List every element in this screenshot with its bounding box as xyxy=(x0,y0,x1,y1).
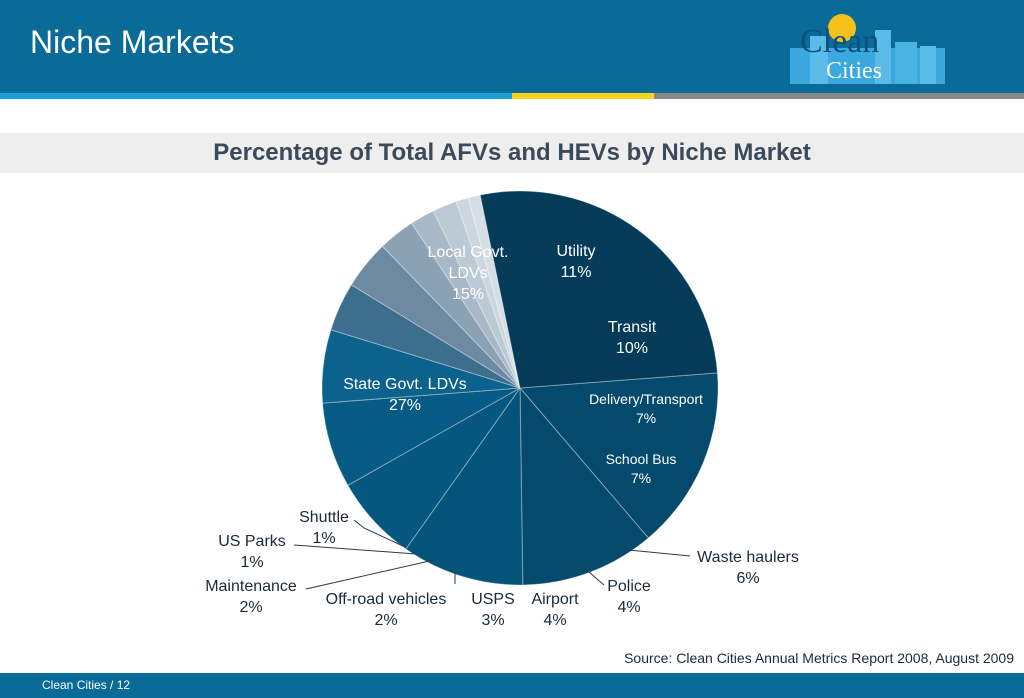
pie-slice-usps xyxy=(381,222,521,389)
slice-label-line: 27% xyxy=(389,397,421,414)
slice-label-shuttle: Shuttle 1% xyxy=(299,509,349,547)
slice-label-line: 4% xyxy=(543,612,566,629)
pie-slice-state-govt-ldvs xyxy=(479,190,718,389)
slice-label-line: 11% xyxy=(561,264,592,281)
slice-label-utility: Utility 11% xyxy=(556,243,595,281)
slice-label-airport: Airport 4% xyxy=(531,591,579,629)
slice-label-state-govt-ldvs: State Govt. LDVs 27% xyxy=(343,376,467,414)
slice-label-line: 15% xyxy=(452,286,484,303)
slice-label-police: Police 4% xyxy=(607,578,651,616)
slice-label-school-bus: School Bus 7% xyxy=(606,451,677,486)
slice-label-line: 6% xyxy=(736,570,759,587)
pie-slice-maintenance xyxy=(432,200,521,389)
leader-line-maintenance xyxy=(305,559,435,590)
slice-label-line: 7% xyxy=(631,470,651,486)
pie-slice-off-road-vehicles xyxy=(410,210,521,389)
source-note: Source: Clean Cities Annual Metrics Repo… xyxy=(624,650,1014,666)
slice-label-maintenance: Maintenance 2% xyxy=(205,578,297,616)
logo-word-clean: Clean xyxy=(800,23,879,60)
slice-label-line: 2% xyxy=(239,599,262,616)
logo-word-cities: Cities xyxy=(826,58,882,84)
header-stripe-gray xyxy=(654,93,1024,99)
leader-line-us-parks xyxy=(293,544,417,555)
page-title: Niche Markets xyxy=(30,24,235,60)
slice-label-line: Off-road vehicles xyxy=(326,591,447,608)
slice-label-line: 3% xyxy=(481,612,504,629)
slice-label-line: Utility xyxy=(556,243,595,260)
slice-label-line: Airport xyxy=(531,591,579,608)
slice-label-line: Shuttle xyxy=(299,509,349,526)
slice-label-line: US Parks xyxy=(218,533,286,550)
slice-label-line: 4% xyxy=(617,599,640,616)
pie-slice-us-parks xyxy=(455,197,521,389)
leader-line-shuttle xyxy=(353,519,406,548)
slice-label-us-parks: US Parks 1% xyxy=(218,533,286,571)
pie-slice-school-bus xyxy=(322,387,521,486)
pie-slice-local-govt-ldvs xyxy=(518,372,719,539)
header-stripe-yellow xyxy=(512,93,654,99)
pie-slice-police xyxy=(330,284,521,389)
slice-label-waste-haulers: Waste haulers 6% xyxy=(697,549,799,587)
slice-label-line: School Bus xyxy=(606,451,677,467)
header-bar: Niche Markets xyxy=(0,0,1024,93)
slice-label-line: Local Govt. xyxy=(428,244,509,261)
leader-line-waste-haulers xyxy=(627,549,691,557)
slice-label-line: Delivery/Transport xyxy=(589,391,703,407)
slice-label-line: USPS xyxy=(471,591,515,608)
slice-label-line: State Govt. LDVs xyxy=(343,376,467,393)
header-stripe-blue xyxy=(0,93,512,99)
slice-label-line: 7% xyxy=(636,410,656,426)
pie-slice-shuttle xyxy=(467,194,521,389)
slice-label-usps: USPS 3% xyxy=(471,591,515,629)
slice-label-delivery-transport: Delivery/Transport 7% xyxy=(589,391,703,426)
pie-slice-airport xyxy=(350,245,521,389)
slice-label-off-road-vehicles: Off-road vehicles 2% xyxy=(326,591,447,629)
chart-title-bar: Percentage of Total AFVs and HEVs by Nic… xyxy=(0,133,1024,173)
slice-label-line: 1% xyxy=(240,554,263,571)
slice-label-local-govt-ldvs: Local Govt. LDVs 15% xyxy=(428,244,509,303)
slice-label-line: Transit xyxy=(608,319,657,336)
pie-slice-delivery-transport xyxy=(347,387,521,550)
chart-title: Percentage of Total AFVs and HEVs by Nic… xyxy=(213,139,811,166)
leader-line-police xyxy=(581,565,605,586)
slice-label-line: 2% xyxy=(374,612,397,629)
slice-label-line: 1% xyxy=(312,530,335,547)
slice-label-transit: Transit 10% xyxy=(608,319,657,357)
footer-text: Clean Cities / 12 xyxy=(42,678,131,692)
pie-slice-transit xyxy=(405,386,524,586)
footer-bar: Clean Cities / 12 xyxy=(0,673,1024,698)
slice-label-line: Waste haulers xyxy=(697,549,799,566)
slice-label-line: 10% xyxy=(616,340,648,357)
pie-slice-waste-haulers xyxy=(321,329,521,404)
slice-label-line: Maintenance xyxy=(205,578,297,595)
slice-label-line: Police xyxy=(607,578,651,595)
clean-cities-logo: Clean Cities xyxy=(790,14,945,84)
slice-label-line: LDVs xyxy=(448,265,487,282)
